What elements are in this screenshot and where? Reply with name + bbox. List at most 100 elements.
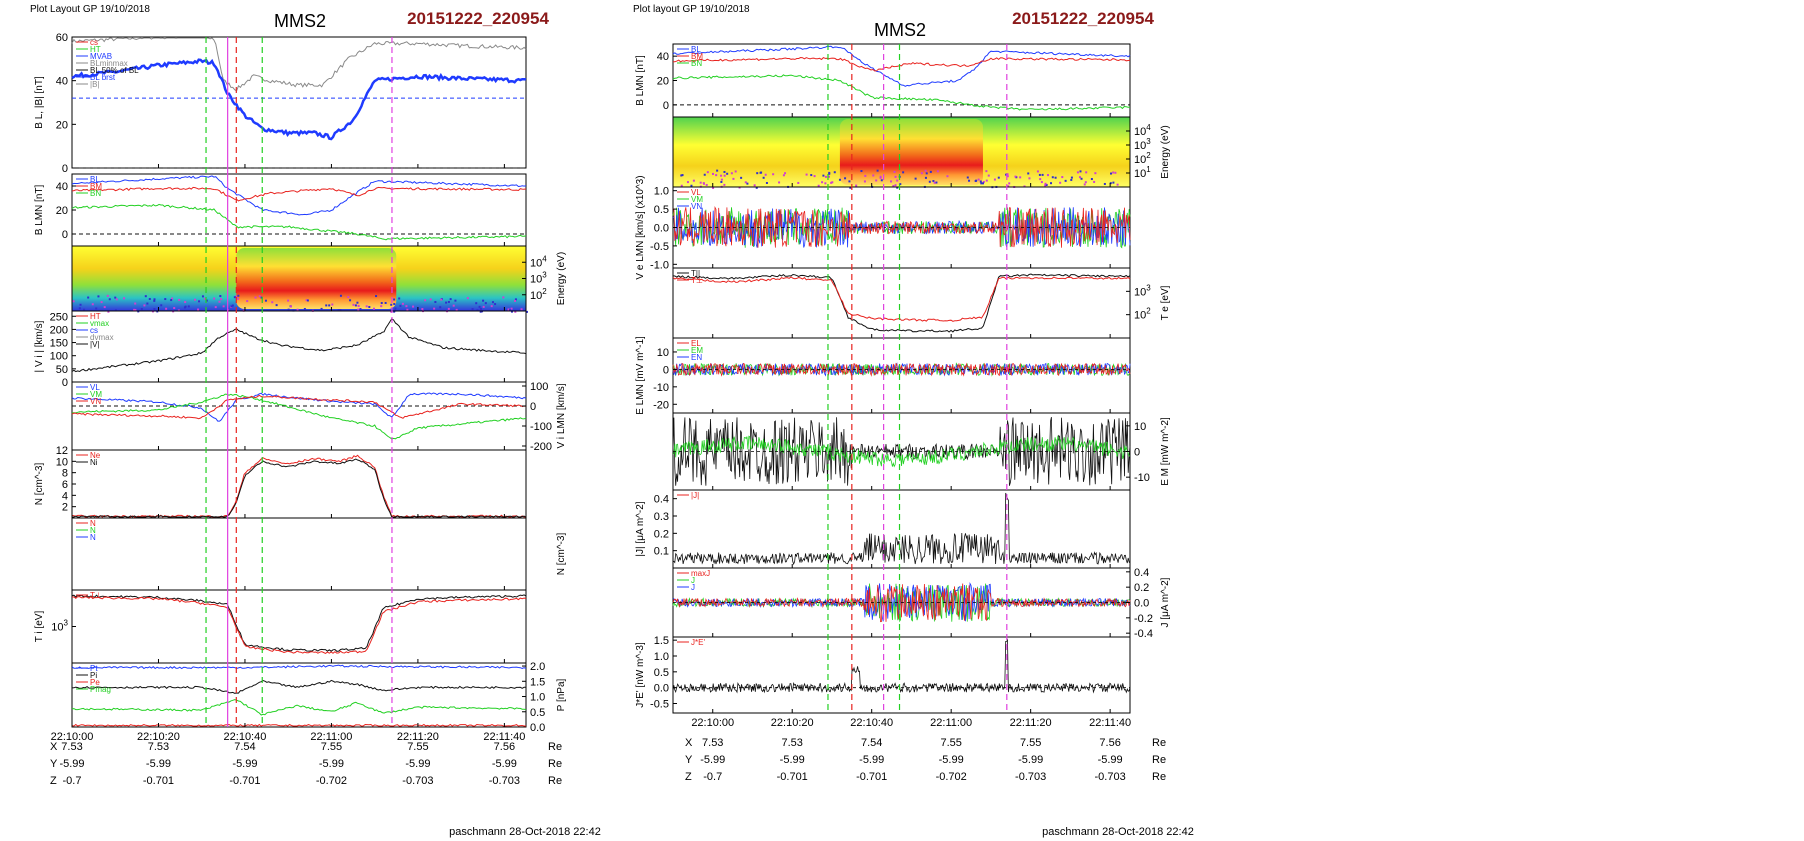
spectrogram-speck: [466, 297, 469, 300]
spectrogram-speck: [821, 181, 824, 184]
spectrogram-speck: [170, 299, 173, 302]
y-tick-label: -100: [530, 421, 552, 433]
spectrogram-speck: [447, 307, 450, 310]
y-tick-label: 0.0: [1134, 598, 1149, 610]
spectrogram-speck: [681, 174, 684, 177]
spectrogram-speck: [115, 298, 118, 301]
legend-label: EL: [691, 339, 701, 348]
spectrogram-speck: [1008, 182, 1011, 185]
y-tick-label: 0.5: [530, 707, 545, 719]
spectrogram-speck: [805, 173, 808, 176]
spectrogram-speck: [817, 184, 820, 187]
spectrogram-speck: [146, 302, 149, 305]
legend-label: BM: [691, 52, 703, 61]
legend-label: cs: [90, 38, 98, 47]
spectrogram-speck: [920, 172, 923, 175]
series-noise-green: [672, 435, 1131, 468]
panel-vmag: [71, 310, 527, 383]
spectrogram-speck: [760, 171, 763, 174]
spectrogram-speck: [1050, 182, 1053, 185]
spectrogram-speck: [184, 301, 187, 304]
y-tick-label: 103: [530, 271, 547, 286]
spectrogram-speck: [1019, 176, 1022, 179]
spectrogram-speck: [993, 178, 996, 181]
spectrogram-speck: [902, 171, 905, 174]
spectrogram-speck: [716, 169, 719, 172]
spectrogram-speck: [260, 296, 263, 299]
spectrogram-speck: [1093, 180, 1096, 183]
spectrogram-speck: [1007, 185, 1010, 188]
ephemeris-value: -5.99: [405, 758, 430, 770]
spectrogram-speck: [429, 298, 432, 301]
spectrogram-speck: [896, 186, 899, 189]
spectrogram-speck: [723, 170, 726, 173]
legend-label: MVAB: [90, 52, 112, 61]
spectrogram-speck: [723, 183, 726, 186]
ephemeris-row-label: Z: [685, 771, 692, 783]
spectrogram-speck: [433, 307, 436, 310]
ephemeris-row-label: X: [50, 741, 58, 753]
ephemeris-value: -5.99: [1018, 754, 1043, 766]
spectrogram-speck: [1114, 171, 1117, 174]
ephemeris-value: -0.703: [489, 775, 520, 787]
panel-frame: [71, 36, 527, 169]
y-tick-label: 102: [530, 287, 547, 302]
spectrogram-speck: [325, 304, 328, 307]
spectrogram-speck: [980, 182, 983, 185]
spectrogram-speck: [491, 301, 494, 304]
series-line-bm: [71, 186, 527, 202]
legend-label: BL: [691, 45, 701, 54]
y-tick-label: 50: [56, 364, 68, 376]
spectrogram-speck: [219, 295, 222, 298]
series-line-t-: [71, 595, 527, 654]
spectrogram-speck: [339, 294, 342, 297]
panel-n: [71, 449, 527, 519]
series-line-bn: [71, 203, 527, 241]
spectrogram-speck: [824, 175, 827, 178]
spectrogram-speck: [1076, 171, 1079, 174]
spectrogram-speck: [514, 310, 517, 313]
spectrogram-speck: [97, 295, 100, 298]
panel-blmn: [672, 43, 1131, 118]
spectrogram-speck: [123, 297, 126, 300]
spectrogram-speck: [365, 305, 368, 308]
spectrogram-speck: [380, 302, 383, 305]
spectrogram-speck: [680, 174, 683, 177]
legend-label: BL brst: [90, 73, 116, 82]
time-tick-label: 22:10:00: [51, 731, 94, 743]
panel-e: [672, 337, 1131, 414]
spectrogram-speck: [831, 181, 834, 184]
spectrogram-speck: [218, 300, 221, 303]
legend-label: Pt: [90, 664, 98, 673]
y-axis-label: E M [mW m^-2]: [1160, 417, 1171, 486]
ephemeris-value: 7.54: [234, 741, 255, 753]
spectrogram-speck: [1112, 181, 1115, 184]
spectrogram-speck: [478, 305, 481, 308]
ephemeris-unit: Re: [548, 758, 562, 770]
y-tick-label: -0.5: [650, 699, 669, 711]
y-tick-label: 0.4: [654, 494, 669, 506]
y-tick-label: -10: [653, 382, 669, 394]
ephemeris-value: -0.701: [229, 775, 260, 787]
spectrogram-speck: [703, 182, 706, 185]
spectrogram-speck: [1078, 176, 1081, 179]
spectrogram-speck: [890, 180, 893, 183]
spectrogram-speck: [390, 303, 393, 306]
spectrogram-speck: [764, 173, 767, 176]
ephemeris-value: 7.53: [702, 737, 723, 749]
panel-frame: [71, 449, 527, 519]
series-line-ni: [72, 458, 527, 518]
spectrogram-speck: [482, 299, 485, 302]
y-tick-label: 103: [51, 619, 68, 634]
series-line-t-: [672, 273, 1131, 333]
y-tick-label: -0.4: [1134, 628, 1153, 640]
spectrogram-speck: [1109, 182, 1112, 185]
spectrogram-speck: [925, 172, 928, 175]
ephemeris-value: -5.99: [780, 754, 805, 766]
y-tick-label: 40: [56, 76, 68, 88]
spectrogram-speck: [507, 308, 510, 311]
spectrogram-speck: [893, 170, 896, 173]
spectrogram-speck: [1059, 181, 1062, 184]
spectrogram-speck: [813, 175, 816, 178]
spectrogram-speck: [305, 299, 308, 302]
